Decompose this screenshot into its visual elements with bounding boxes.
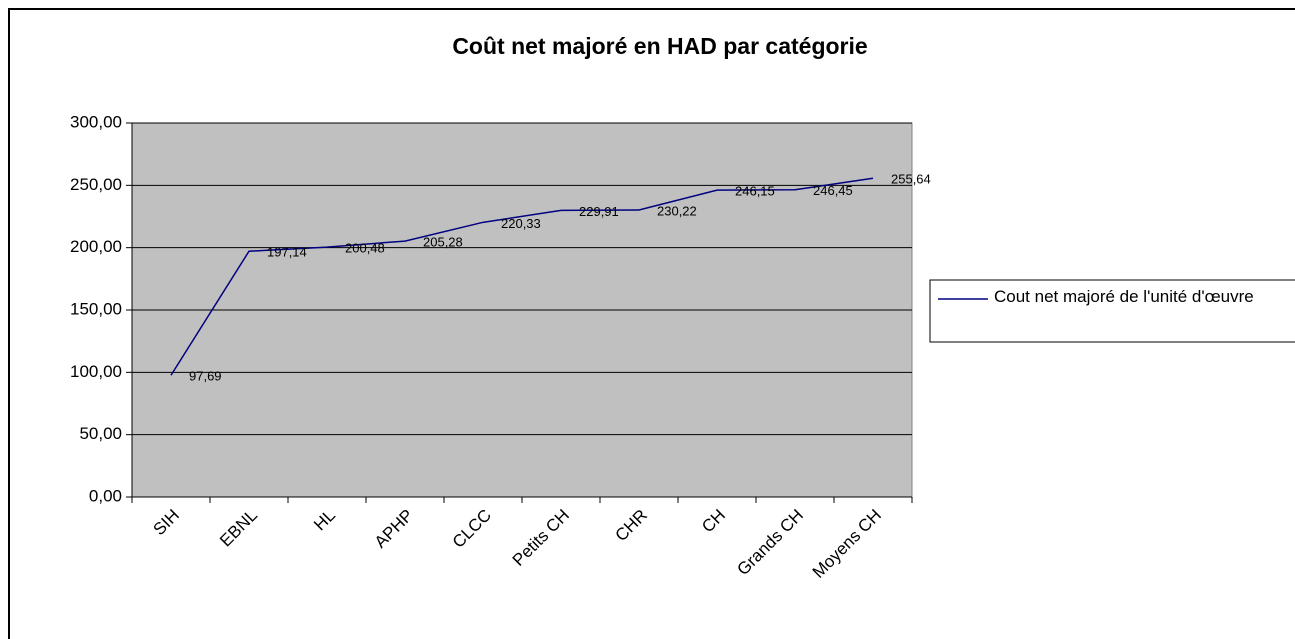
data-label: 205,28 [423,235,463,250]
series-line [170,177,874,376]
y-tick-label: 250,00 [70,175,122,194]
data-label: 246,45 [813,183,853,198]
y-tick-label: 100,00 [70,362,122,381]
data-label: 220,33 [501,216,541,231]
y-tick-label: 150,00 [70,299,122,318]
data-label: 255,64 [891,172,931,187]
data-label: 229,91 [579,204,619,219]
legend-label: Cout net majoré de l'unité d'œuvre [994,287,1254,306]
chart-title: Coût net majoré en HAD par catégorie [452,33,867,59]
y-tick-label: 300,00 [70,112,122,131]
y-tick-label: 0,00 [89,486,122,505]
legend-box [929,279,1295,343]
data-label: 246,15 [735,184,775,199]
data-label: 230,22 [657,203,697,218]
y-tick-label: 50,00 [79,424,122,443]
data-label: 197,14 [267,245,307,260]
data-label: 200,48 [345,241,385,256]
data-label: 97,69 [189,369,222,384]
y-tick-label: 200,00 [70,237,122,256]
